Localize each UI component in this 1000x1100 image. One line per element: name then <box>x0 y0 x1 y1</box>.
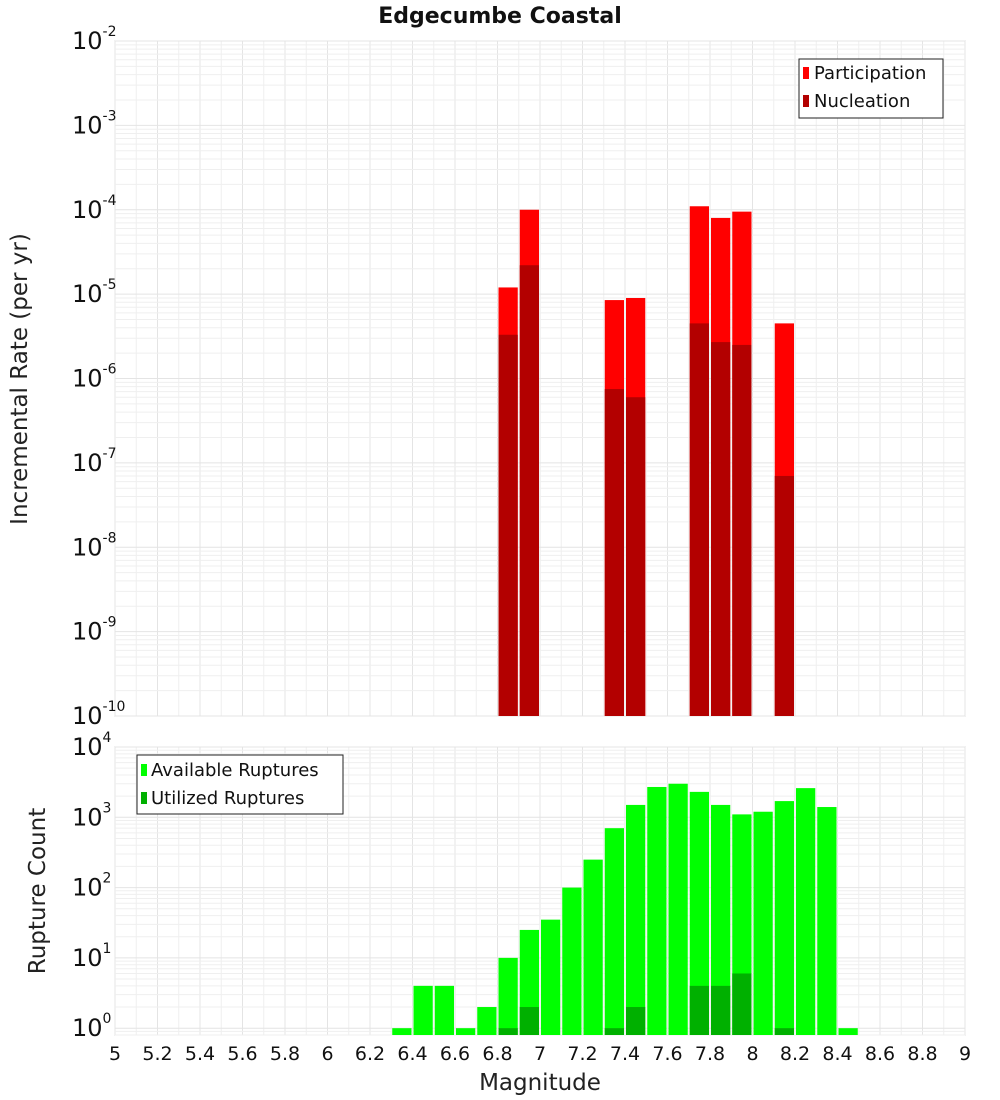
count-bar-available-ruptures <box>604 828 624 1035</box>
x-tick-label: 8.8 <box>907 1043 937 1065</box>
rate-bar-nucleation <box>711 342 731 716</box>
x-tick-label: 5.6 <box>227 1043 257 1065</box>
x-tick-label: 7 <box>534 1043 546 1065</box>
legend-label-participation: Participation <box>814 63 926 84</box>
legend-swatch-nucleation <box>803 95 809 107</box>
y-tick-label: 10-2 <box>72 24 117 55</box>
count-bar-available-ruptures <box>668 783 688 1035</box>
rate-legend-box <box>798 58 944 119</box>
count-bar-available-ruptures <box>456 1028 476 1035</box>
y-tick-label: 10-6 <box>72 362 117 393</box>
y-tick-label: 10-5 <box>72 277 117 308</box>
legend-label-available: Available Ruptures <box>151 760 319 781</box>
x-tick-label: 7.6 <box>652 1043 682 1065</box>
count-y-ticks: 100 101 102 103 104 <box>72 730 112 1042</box>
count-bar-available-ruptures <box>541 919 561 1035</box>
count-bar-utilized-ruptures <box>498 1028 518 1035</box>
x-tick-label: 8.6 <box>865 1043 895 1065</box>
count-y-axis-label: Rupture Count <box>25 808 51 974</box>
x-tick-label: 7.2 <box>567 1043 597 1065</box>
count-bar-available-ruptures <box>477 1007 497 1035</box>
x-tick-label: 5.2 <box>142 1043 172 1065</box>
rate-bar-nucleation <box>498 334 518 716</box>
count-bar-available-ruptures <box>711 804 731 1035</box>
x-tick-label: 8.2 <box>780 1043 810 1065</box>
count-bar-available-ruptures <box>413 985 433 1035</box>
rate-bar-nucleation <box>519 265 539 716</box>
legend-label-nucleation: Nucleation <box>814 91 910 112</box>
count-legend: Available Ruptures Utilized Ruptures <box>136 754 344 815</box>
x-tick-label: 7.4 <box>610 1043 640 1065</box>
x-tick-label: 6.8 <box>482 1043 512 1065</box>
count-bar-utilized-ruptures <box>711 985 731 1035</box>
count-bar-available-ruptures <box>583 859 603 1035</box>
y-tick-label: 100 <box>72 1011 111 1042</box>
legend-swatch-utilized <box>141 792 147 804</box>
x-tick-label: 5.8 <box>270 1043 300 1065</box>
count-bar-available-ruptures <box>434 985 454 1035</box>
count-bar-available-ruptures <box>774 801 794 1035</box>
x-tick-label: 9 <box>959 1043 971 1065</box>
count-bar-available-ruptures <box>498 957 518 1035</box>
count-bar-utilized-ruptures <box>774 1028 794 1035</box>
count-bar-available-ruptures <box>838 1028 858 1035</box>
rate-gridlines <box>114 40 966 717</box>
count-legend-box <box>136 754 344 815</box>
y-tick-label: 10-4 <box>72 193 117 224</box>
y-tick-label: 10-8 <box>72 530 117 561</box>
x-tick-label: 6 <box>321 1043 333 1065</box>
y-tick-label: 104 <box>72 730 112 761</box>
count-bar-available-ruptures <box>647 786 667 1035</box>
chart-title: Edgecumbe Coastal <box>378 4 622 29</box>
count-bar-available-ruptures <box>392 1028 412 1035</box>
rate-bar-nucleation <box>626 397 646 716</box>
count-x-ticks: 5 5.2 5.4 5.6 5.8 6 6.2 6.4 6.6 6.8 7 7.2 7.4 7.6 7.8 8… <box>109 1043 971 1065</box>
legend-label-utilized: Utilized Ruptures <box>151 788 304 809</box>
x-tick-label: 6.6 <box>440 1043 470 1065</box>
rate-y-axis-label: Incremental Rate (per yr) <box>7 233 33 525</box>
rate-bar-nucleation <box>732 344 752 716</box>
count-bar-available-ruptures <box>753 811 773 1035</box>
count-gridlines <box>114 746 966 1036</box>
rate-bar-nucleation <box>689 323 709 716</box>
rate-bar-nucleation <box>604 389 624 716</box>
rate-bars <box>498 206 794 716</box>
y-tick-label: 101 <box>72 941 111 972</box>
count-bar-available-ruptures <box>817 807 837 1035</box>
y-tick-label: 103 <box>72 800 111 831</box>
x-tick-label: 7.8 <box>695 1043 725 1065</box>
count-bar-utilized-ruptures <box>732 973 752 1035</box>
x-tick-label: 5.4 <box>185 1043 215 1065</box>
rate-y-ticks: 10-10 10-9 10-8 10-7 10-6 10-5 10-4 10-3 10-2 <box>72 24 125 730</box>
y-tick-label: 102 <box>72 871 111 902</box>
x-axis-label: Magnitude <box>479 1070 601 1096</box>
y-tick-label: 10-7 <box>72 446 117 477</box>
x-tick-label: 6.4 <box>397 1043 427 1065</box>
count-bar-available-ruptures <box>689 791 709 1035</box>
count-bar-available-ruptures <box>626 804 646 1035</box>
y-tick-label: 10-3 <box>72 108 117 139</box>
y-tick-label: 10-9 <box>72 615 117 646</box>
x-tick-label: 5 <box>109 1043 121 1065</box>
rate-legend: Participation Nucleation <box>798 58 944 119</box>
legend-swatch-participation <box>803 67 809 79</box>
count-bar-utilized-ruptures <box>519 1007 539 1035</box>
x-tick-label: 6.2 <box>355 1043 385 1065</box>
count-bar-available-ruptures <box>796 788 816 1035</box>
rate-bar-nucleation <box>774 475 794 716</box>
count-bar-utilized-ruptures <box>626 1007 646 1035</box>
x-tick-label: 8 <box>746 1043 758 1065</box>
legend-swatch-available <box>141 764 147 776</box>
count-bar-utilized-ruptures <box>689 985 709 1035</box>
count-bar-utilized-ruptures <box>604 1028 624 1035</box>
count-bar-available-ruptures <box>562 887 582 1035</box>
x-tick-label: 8.4 <box>822 1043 852 1065</box>
count-bars <box>392 783 858 1035</box>
y-tick-label: 10-10 <box>72 699 125 730</box>
